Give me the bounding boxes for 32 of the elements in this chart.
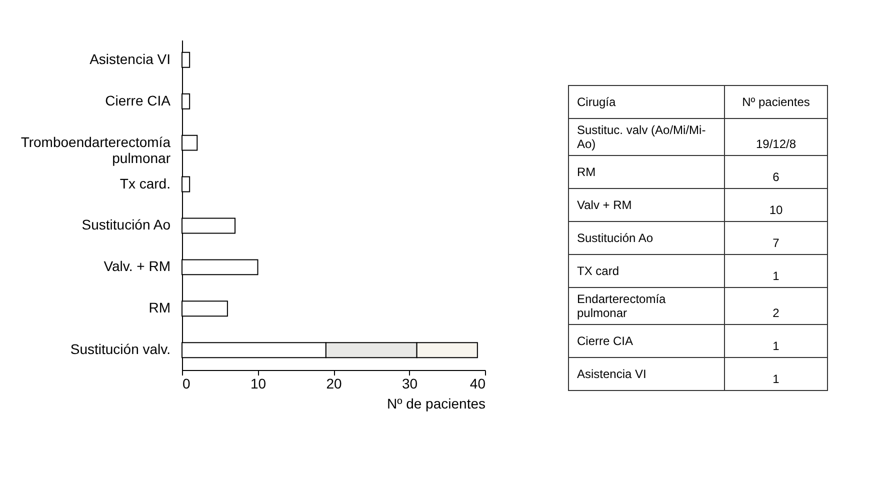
y-tick-label: Sustitución valv. [70, 341, 170, 358]
text: 19/12/8 [724, 118, 828, 156]
x-tick-label: 20 [326, 376, 342, 392]
text: Valv + RM [568, 188, 724, 222]
y-tick-label: Cierre CIA [105, 92, 172, 108]
text: RM [568, 156, 724, 188]
text: 7 [724, 222, 828, 254]
x-tick-label: 30 [402, 376, 418, 392]
text: Sustituc. valv (Ao/Mi/Mi-Ao) [568, 118, 724, 156]
x-tick-label: 10 [250, 376, 266, 392]
text: Cierre CIA [568, 324, 724, 358]
text: TX card [568, 254, 724, 288]
x-axis-title: Nº de pacientes [386, 396, 486, 412]
text: Sustitución Ao [568, 222, 724, 254]
text: 1 [724, 254, 828, 288]
text: Asistencia VI [568, 358, 724, 390]
y-tick-label: Asistencia VI [90, 50, 170, 67]
y-tick-label: Tx card. [120, 175, 170, 192]
text: 1 [724, 358, 828, 390]
y-tick-label: Sustitución Ao [82, 216, 171, 233]
text: 6 [724, 156, 828, 188]
x-tick-label: 40 [470, 376, 486, 392]
text: 2 [724, 288, 828, 324]
text: 10 [724, 188, 828, 222]
x-tick-label: 0 [182, 376, 190, 392]
text: Endarterectomía pulmonar [568, 288, 724, 324]
y-tick-label: Tromboendarterectomía pulmonar [20, 134, 171, 166]
y-tick-label: Valv. + RM [104, 258, 170, 274]
text: Nº pacientes [724, 86, 828, 118]
text: 1 [724, 324, 828, 358]
y-tick-label: RM [148, 300, 170, 316]
text: Cirugía [568, 86, 724, 118]
